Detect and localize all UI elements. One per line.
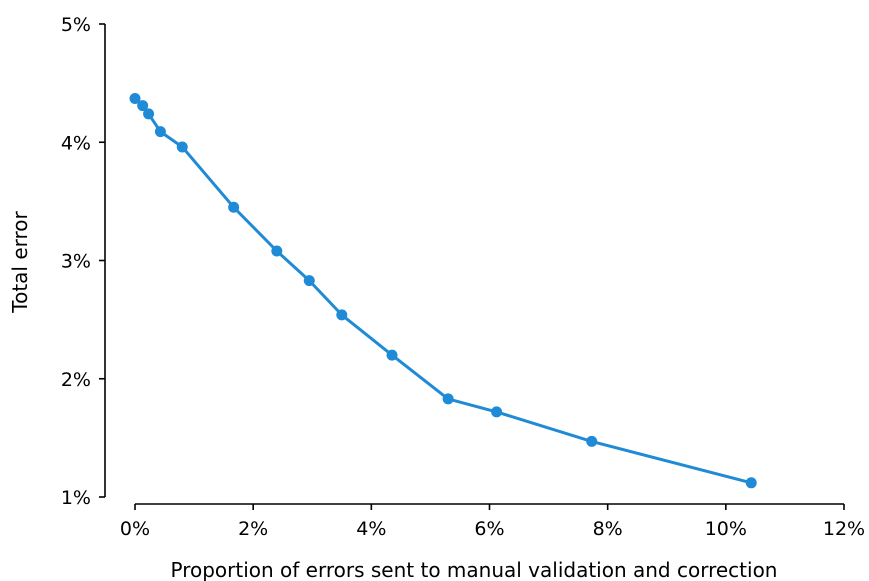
x-tick-label: 6% — [474, 518, 504, 540]
data-point — [386, 349, 398, 361]
data-point — [137, 100, 149, 112]
y-axis-label: Total error — [8, 210, 32, 313]
data-point — [586, 435, 598, 447]
data-point — [143, 108, 155, 120]
data-point — [154, 126, 166, 138]
data-point — [491, 406, 503, 418]
data-point — [176, 141, 188, 153]
data-point — [442, 393, 454, 405]
data-point — [271, 245, 283, 257]
x-tick-label: 4% — [356, 518, 386, 540]
y-tick-label: 1% — [61, 487, 91, 509]
y-tick-label: 4% — [61, 132, 91, 154]
y-tick-label: 2% — [61, 369, 91, 391]
data-point — [745, 477, 757, 489]
x-tick-label: 10% — [705, 518, 747, 540]
y-ticks: 1% 2% 3% 4% 5% — [61, 14, 105, 509]
x-axis-label: Proportion of errors sent to manual vali… — [171, 558, 778, 581]
x-ticks: 0% 2% 4% 6% 8% 10% 12% — [120, 504, 865, 540]
data-point — [129, 92, 141, 104]
x-tick-label: 12% — [823, 518, 865, 540]
x-tick-label: 0% — [120, 518, 150, 540]
data-point — [336, 309, 348, 321]
series-group — [129, 92, 757, 489]
y-tick-label: 3% — [61, 251, 91, 273]
data-point — [228, 201, 240, 213]
series-line — [133, 97, 752, 485]
x-tick-label: 8% — [593, 518, 623, 540]
y-tick-label: 5% — [61, 14, 91, 36]
data-point — [303, 275, 315, 287]
x-tick-label: 2% — [238, 518, 268, 540]
